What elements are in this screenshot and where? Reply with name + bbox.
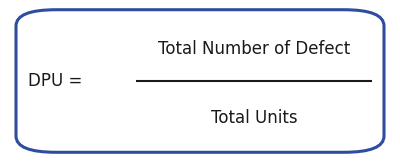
- FancyBboxPatch shape: [16, 10, 384, 152]
- Text: Total Number of Defect: Total Number of Defect: [158, 40, 350, 58]
- Text: Total Units: Total Units: [211, 109, 297, 127]
- Text: DPU =: DPU =: [28, 72, 88, 90]
